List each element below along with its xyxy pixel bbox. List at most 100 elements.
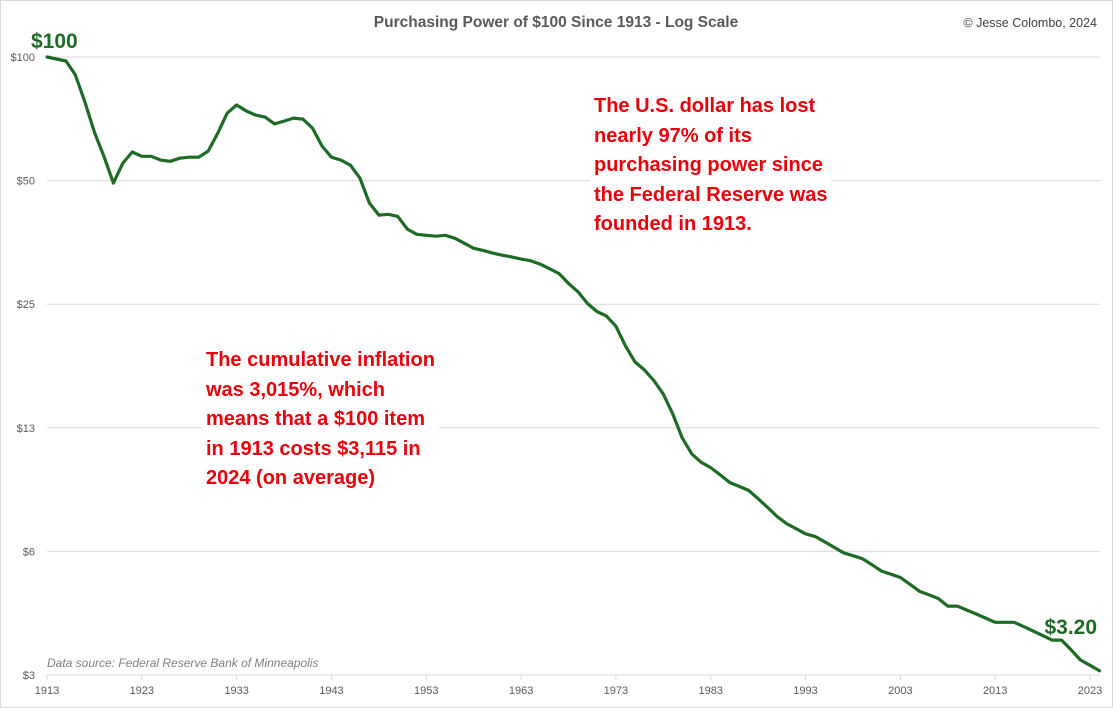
data-point	[956, 605, 959, 608]
annotation-purchasing-power-lost: The U.S. dollar has lost nearly 97% of i…	[590, 92, 832, 240]
data-point	[235, 104, 238, 107]
data-point	[1060, 639, 1063, 642]
x-tick-label: 1993	[793, 685, 817, 697]
data-point	[197, 156, 200, 159]
data-point	[330, 156, 333, 159]
data-point	[719, 473, 722, 476]
data-point	[102, 155, 105, 158]
data-point	[188, 156, 191, 159]
data-point	[302, 118, 305, 121]
data-point	[643, 368, 646, 371]
data-point	[1079, 659, 1082, 662]
data-point	[74, 74, 77, 77]
data-point	[396, 215, 399, 218]
x-tick-label: 1983	[698, 685, 722, 697]
data-point	[814, 535, 817, 538]
y-tick-label: $6	[23, 546, 35, 558]
x-tick-label: 2003	[888, 685, 912, 697]
data-point	[766, 506, 769, 509]
data-point	[700, 461, 703, 464]
data-point	[358, 177, 361, 180]
data-point	[159, 159, 162, 162]
data-point	[216, 132, 219, 135]
data-label-end: $3.20	[1044, 616, 1097, 639]
data-point	[747, 489, 750, 492]
data-point	[444, 234, 447, 237]
data-point	[131, 151, 134, 154]
data-point	[339, 159, 342, 162]
data-point	[776, 515, 779, 518]
data-point	[140, 155, 143, 158]
data-point	[1098, 669, 1101, 672]
data-point	[434, 235, 437, 238]
x-tick-label: 2013	[983, 685, 1007, 697]
data-point	[406, 228, 409, 231]
data-point	[690, 452, 693, 455]
data-point	[558, 272, 561, 275]
data-point	[795, 527, 798, 530]
data-point	[472, 247, 475, 250]
x-axis	[46, 675, 1091, 680]
data-point	[804, 532, 807, 535]
y-tick-label: $3	[23, 670, 35, 682]
data-point	[254, 114, 257, 117]
x-axis-ticks: 1913 1923 1933 1943 1953 1963 1973 1983 1993 2003…	[35, 685, 1102, 697]
data-point	[889, 573, 892, 576]
data-point	[65, 60, 68, 63]
data-point	[633, 360, 636, 363]
data-point	[681, 437, 684, 440]
data-point	[975, 613, 978, 616]
data-point	[425, 234, 428, 237]
x-tick-label: 2023	[1078, 685, 1102, 697]
data-point	[899, 576, 902, 579]
data-point	[311, 127, 314, 130]
data-point	[671, 413, 674, 416]
data-point	[927, 593, 930, 596]
data-point	[226, 112, 229, 115]
data-point	[861, 557, 864, 560]
copyright-credit: © Jesse Colombo, 2024	[963, 16, 1097, 30]
data-point	[728, 481, 731, 484]
x-tick-label: 1913	[35, 685, 59, 697]
x-tick-label: 1963	[509, 685, 533, 697]
series-line-purchasing-power	[45, 55, 1102, 673]
x-tick-label: 1933	[224, 685, 248, 697]
data-point	[624, 344, 627, 347]
data-point	[1022, 625, 1025, 628]
data-point	[501, 254, 504, 257]
data-point	[577, 290, 580, 293]
x-tick-label: 1943	[319, 685, 343, 697]
data-point	[994, 621, 997, 624]
gridlines	[47, 56, 1100, 676]
data-point	[46, 56, 49, 59]
data-point	[539, 263, 542, 266]
data-point	[605, 315, 608, 318]
data-point	[283, 120, 286, 123]
data-point	[548, 267, 551, 270]
data-point	[93, 131, 96, 134]
annotation-cumulative-inflation: The cumulative inflation was 3,015%, whi…	[202, 346, 439, 494]
data-point	[387, 213, 390, 216]
data-point	[567, 282, 570, 285]
data-point	[738, 485, 741, 488]
data-point	[662, 393, 665, 396]
data-point	[415, 233, 418, 236]
data-point	[510, 255, 513, 258]
data-point	[264, 116, 267, 119]
data-point	[491, 252, 494, 255]
data-source-note: Data source: Federal Reserve Bank of Min…	[47, 656, 318, 670]
data-point	[55, 58, 58, 61]
data-point	[918, 590, 921, 593]
data-point	[785, 522, 788, 525]
data-point	[121, 162, 124, 165]
data-point	[273, 122, 276, 125]
data-label-start: $100	[31, 30, 78, 53]
y-axis-ticks: $100 $50 $25 $13 $6 $3	[11, 52, 35, 682]
data-point	[463, 242, 466, 245]
data-point	[946, 605, 949, 608]
data-point	[368, 202, 371, 205]
data-point	[833, 546, 836, 549]
y-tick-label: $13	[17, 423, 35, 435]
data-point	[984, 617, 987, 620]
